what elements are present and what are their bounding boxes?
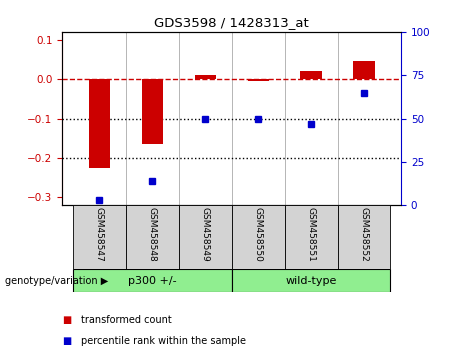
- Text: percentile rank within the sample: percentile rank within the sample: [81, 336, 246, 346]
- Bar: [301, 71, 322, 79]
- Bar: [73, 269, 231, 292]
- Bar: [337, 205, 390, 269]
- Bar: [354, 62, 375, 79]
- Bar: [231, 205, 284, 269]
- Title: GDS3598 / 1428313_at: GDS3598 / 1428313_at: [154, 16, 309, 29]
- Text: GSM458548: GSM458548: [148, 207, 157, 262]
- Bar: [231, 269, 390, 292]
- Bar: [284, 205, 337, 269]
- Bar: [248, 79, 269, 81]
- Bar: [73, 205, 126, 269]
- Text: ■: ■: [62, 315, 71, 325]
- Bar: [89, 79, 110, 168]
- Text: p300 +/-: p300 +/-: [128, 275, 177, 286]
- Text: GSM458550: GSM458550: [254, 207, 263, 262]
- Bar: [179, 205, 231, 269]
- Text: genotype/variation ▶: genotype/variation ▶: [5, 275, 108, 286]
- Text: ■: ■: [62, 336, 71, 346]
- Text: transformed count: transformed count: [81, 315, 171, 325]
- Text: GSM458547: GSM458547: [95, 207, 104, 262]
- Text: GSM458552: GSM458552: [360, 207, 368, 262]
- Bar: [195, 75, 216, 79]
- Bar: [126, 205, 179, 269]
- Bar: [142, 79, 163, 144]
- Text: wild-type: wild-type: [285, 275, 337, 286]
- Text: GSM458551: GSM458551: [307, 207, 316, 262]
- Text: GSM458549: GSM458549: [201, 207, 210, 262]
